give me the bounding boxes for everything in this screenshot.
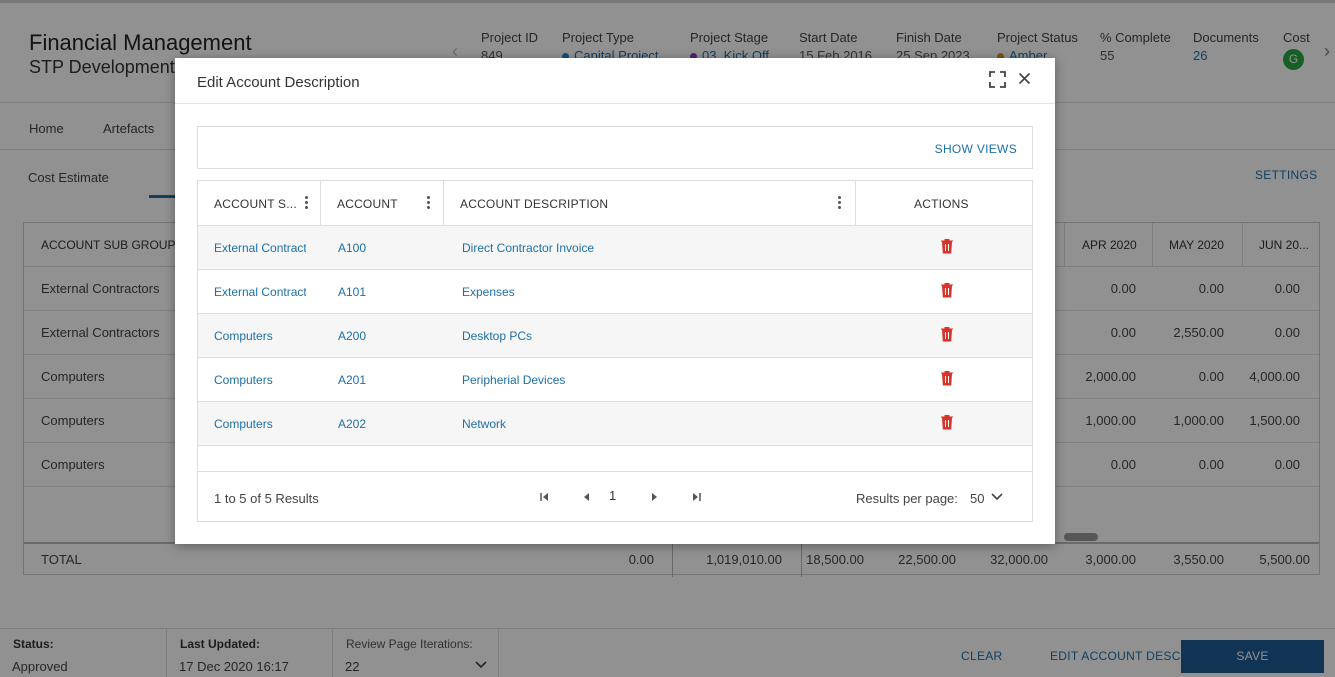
status-value: Approved bbox=[12, 659, 68, 674]
tab-home[interactable]: Home bbox=[29, 121, 64, 136]
project-name: STP Development bbox=[29, 57, 175, 77]
current-page-number: 1 bbox=[609, 488, 617, 503]
edit-account-desc-button[interactable]: EDIT ACCOUNT DESC. bbox=[1050, 649, 1185, 663]
previous-page-icon[interactable] bbox=[580, 490, 594, 504]
column-header[interactable]: ACCOUNT SUB GROUP bbox=[41, 238, 176, 252]
app-title: Financial Management bbox=[29, 30, 252, 55]
iterations-select[interactable]: Review Page Iterations: 22 bbox=[333, 629, 499, 677]
column-header-actions: ACTIONS bbox=[914, 197, 969, 211]
trash-icon[interactable] bbox=[940, 238, 954, 254]
trash-icon[interactable] bbox=[940, 370, 954, 386]
tab-cost-estimate[interactable]: Cost Estimate bbox=[28, 170, 109, 185]
column-header-account[interactable]: ACCOUNT bbox=[321, 181, 444, 225]
field-cost: Cost G bbox=[1283, 30, 1310, 70]
close-icon[interactable] bbox=[1018, 72, 1031, 85]
grid-header: ACCOUNT S... ACCOUNT ACCOUNT DESCRIPTION… bbox=[198, 181, 1032, 226]
column-menu-icon[interactable] bbox=[834, 195, 844, 211]
results-summary: 1 to 5 of 5 Results bbox=[214, 491, 319, 506]
field-documents: Documents 26 bbox=[1193, 30, 1259, 63]
chevron-down-icon[interactable] bbox=[474, 660, 488, 670]
show-views-button[interactable]: SHOW VIEWS bbox=[934, 142, 1017, 156]
maximize-icon[interactable] bbox=[989, 71, 1006, 88]
active-tab-indicator bbox=[149, 195, 189, 198]
column-header-account-sub-group[interactable]: ACCOUNT S... bbox=[198, 181, 321, 225]
trash-icon[interactable] bbox=[940, 414, 954, 430]
status-dot-icon bbox=[562, 53, 569, 61]
chevron-left-icon[interactable]: ‹ bbox=[452, 41, 458, 61]
save-button[interactable]: SAVE bbox=[1181, 640, 1324, 673]
column-menu-icon[interactable] bbox=[301, 195, 311, 211]
page-footer: Status: Approved Last Updated: 17 Dec 20… bbox=[0, 628, 1335, 677]
results-per-page-label: Results per page: bbox=[856, 491, 958, 506]
table-row[interactable]: External Contractors A101 Expenses bbox=[198, 270, 1032, 314]
column-header[interactable]: JUN 20... bbox=[1259, 238, 1310, 252]
column-menu-icon[interactable] bbox=[423, 195, 433, 211]
chevron-down-icon[interactable] bbox=[990, 491, 1004, 503]
next-page-icon[interactable] bbox=[647, 490, 661, 504]
status-dot-icon bbox=[997, 53, 1004, 61]
clear-button[interactable]: CLEAR bbox=[961, 649, 1003, 663]
table-row[interactable]: Computers A202 Network bbox=[198, 402, 1032, 446]
edit-account-description-dialog: Edit Account Description SHOW VIEWS ACCO… bbox=[175, 58, 1055, 544]
tab-artefacts[interactable]: Artefacts bbox=[103, 121, 155, 136]
last-updated-value: 17 Dec 2020 16:17 bbox=[179, 659, 289, 674]
settings-link[interactable]: SETTINGS bbox=[1255, 168, 1318, 182]
last-updated-block: Last Updated: 17 Dec 2020 16:17 bbox=[167, 629, 333, 677]
column-header-account-description[interactable]: ACCOUNT DESCRIPTION bbox=[444, 181, 856, 225]
table-row[interactable]: Computers A200 Desktop PCs bbox=[198, 314, 1032, 358]
results-per-page-select[interactable]: 50 bbox=[970, 491, 985, 506]
views-toolbar: SHOW VIEWS bbox=[197, 126, 1033, 169]
dialog-title: Edit Account Description bbox=[197, 74, 360, 91]
column-header[interactable]: MAY 2020 bbox=[1169, 238, 1224, 252]
trash-icon[interactable] bbox=[940, 282, 954, 298]
column-header[interactable]: APR 2020 bbox=[1082, 238, 1137, 252]
trash-icon[interactable] bbox=[940, 326, 954, 342]
table-row[interactable]: Computers A201 Peripherial Devices bbox=[198, 358, 1032, 402]
pagination-bar: 1 to 5 of 5 Results 1 Results per page: … bbox=[198, 471, 1032, 522]
chevron-right-icon[interactable]: › bbox=[1324, 41, 1330, 61]
dialog-header: Edit Account Description bbox=[175, 58, 1055, 104]
last-page-icon[interactable] bbox=[689, 490, 703, 504]
horizontal-scrollbar[interactable] bbox=[1064, 533, 1098, 541]
table-row[interactable]: External Contractors A100 Direct Contrac… bbox=[198, 226, 1032, 270]
field-percent-complete: % Complete 55 bbox=[1100, 30, 1171, 63]
account-grid: ACCOUNT S... ACCOUNT ACCOUNT DESCRIPTION… bbox=[197, 180, 1033, 522]
first-page-icon[interactable] bbox=[538, 490, 552, 504]
cost-status-badge: G bbox=[1283, 49, 1304, 70]
status-block: Status: Approved bbox=[0, 629, 167, 677]
status-dot-icon bbox=[690, 53, 697, 61]
